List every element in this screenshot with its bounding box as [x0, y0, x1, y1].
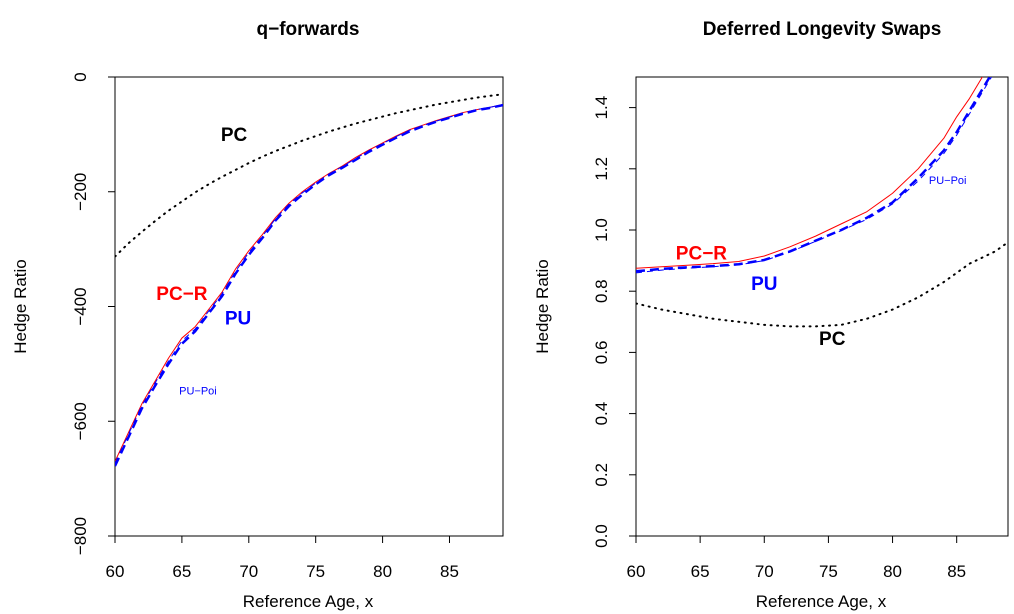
y-tick-label: 0: [71, 72, 90, 81]
y-tick-label: 0.0: [592, 524, 611, 548]
series-line-pc: [115, 93, 503, 258]
series-annotation: PC: [221, 125, 248, 146]
plot-frame: [114, 76, 504, 537]
plot-frame: [635, 76, 1009, 537]
series-annotation: PU: [225, 309, 251, 330]
x-tick-label: 70: [755, 562, 774, 581]
x-tick-label: 85: [440, 562, 459, 581]
x-axis-label: Reference Age, x: [756, 592, 887, 611]
x-tick-label: 80: [373, 562, 392, 581]
x-tick-label: 60: [627, 562, 646, 581]
x-tick-label: 70: [239, 562, 258, 581]
x-tick-label: 65: [172, 562, 191, 581]
y-tick-label: −800: [71, 517, 90, 555]
x-tick-label: 80: [883, 562, 902, 581]
series-line-pu-poi: [115, 104, 503, 464]
series-annotation: PU−Poi: [929, 175, 967, 187]
series-annotation: PU: [751, 274, 777, 295]
y-tick-label: −400: [71, 287, 90, 325]
x-axis-label: Reference Age, x: [243, 592, 374, 611]
y-axis-label: Hedge Ratio: [533, 259, 552, 354]
x-tick-label: 75: [819, 562, 838, 581]
y-tick-label: 0.2: [592, 463, 611, 487]
x-tick-label: 85: [947, 562, 966, 581]
series-annotation: PC: [819, 329, 846, 350]
y-axis-label: Hedge Ratio: [11, 259, 30, 354]
panel-q-forwards: q−forwards 60 65 70 75 80 85 −800 −600 −400 −200 0 R…: [11, 19, 504, 611]
series-annotation: PU−Poi: [179, 385, 217, 397]
series-annotation: PC−R: [156, 284, 207, 305]
panel-deferred-longevity-swaps: Deferred Longevity Swaps 60 65 70 75 80 85 0.0 0…: [533, 19, 1009, 611]
y-tick-label: 1.4: [592, 96, 611, 120]
y-tick-label: −200: [71, 173, 90, 211]
y-tick-label: 0.8: [592, 279, 611, 303]
series-line-pu-poi: [636, 77, 993, 274]
y-tick-label: 0.4: [592, 402, 611, 426]
series-line-pu: [636, 77, 992, 273]
chart-title: q−forwards: [257, 19, 360, 40]
series-line-pc: [636, 241, 1008, 328]
y-tick-label: −600: [71, 402, 90, 440]
series-line-pc-r: [115, 104, 503, 462]
x-tick-label: 75: [306, 562, 325, 581]
series-annotation: PC−R: [676, 243, 727, 264]
series-line-pu: [115, 103, 503, 467]
series-line-pc-r: [636, 77, 983, 269]
y-tick-label: 1.2: [592, 157, 611, 181]
x-tick-label: 65: [691, 562, 710, 581]
x-tick-label: 60: [106, 562, 125, 581]
y-tick-label: 1.0: [592, 218, 611, 242]
y-tick-label: 0.6: [592, 341, 611, 365]
chart-title: Deferred Longevity Swaps: [703, 19, 942, 40]
